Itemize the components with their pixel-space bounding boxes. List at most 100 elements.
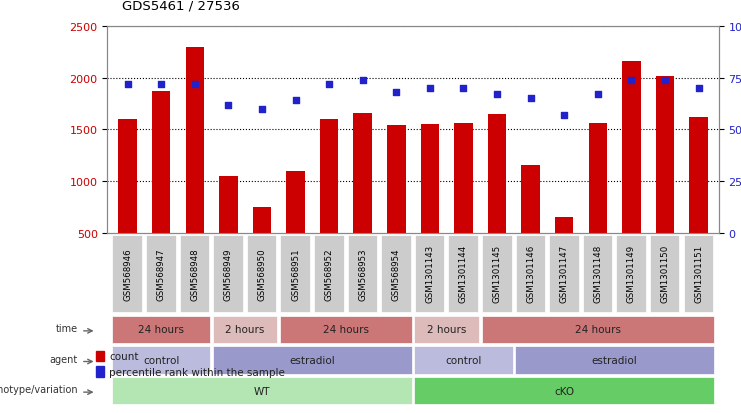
Bar (555, 218, 574, 233)
FancyBboxPatch shape (448, 235, 478, 312)
Text: GSM1301143: GSM1301143 (425, 244, 434, 303)
Point (424, 85, 436, 92)
Bar (488, 114, 506, 233)
FancyBboxPatch shape (515, 347, 714, 374)
Text: GSM568949: GSM568949 (224, 247, 233, 300)
Bar (286, 171, 305, 233)
Bar (454, 124, 473, 233)
Bar (421, 125, 439, 233)
FancyBboxPatch shape (482, 235, 511, 312)
FancyBboxPatch shape (381, 235, 411, 312)
Text: GSM568947: GSM568947 (156, 247, 166, 300)
FancyBboxPatch shape (482, 316, 714, 343)
FancyBboxPatch shape (549, 235, 579, 312)
FancyBboxPatch shape (213, 316, 277, 343)
Text: estradiol: estradiol (290, 355, 335, 365)
Point (391, 90, 402, 96)
Bar (522, 165, 540, 233)
Point (558, 112, 570, 119)
Text: GSM568954: GSM568954 (392, 247, 401, 300)
FancyBboxPatch shape (146, 235, 176, 312)
Text: percentile rank within the sample: percentile rank within the sample (109, 367, 285, 377)
Text: GSM1301146: GSM1301146 (526, 244, 535, 303)
FancyBboxPatch shape (112, 347, 210, 374)
Text: GSM1301149: GSM1301149 (627, 244, 636, 303)
Text: GSM568946: GSM568946 (123, 247, 132, 300)
Point (693, 85, 705, 92)
FancyBboxPatch shape (280, 316, 412, 343)
Text: WT: WT (253, 386, 270, 396)
Bar (387, 126, 405, 233)
Bar (96, 366, 104, 377)
Bar (353, 114, 372, 233)
Bar (96, 351, 104, 361)
Text: 24 hours: 24 hours (138, 325, 185, 335)
Text: 24 hours: 24 hours (575, 325, 621, 335)
Point (357, 77, 369, 84)
Text: GSM1301145: GSM1301145 (493, 244, 502, 303)
Point (659, 77, 671, 84)
FancyBboxPatch shape (414, 316, 479, 343)
Text: GSM568948: GSM568948 (190, 247, 199, 300)
Point (156, 81, 167, 88)
FancyBboxPatch shape (113, 235, 142, 312)
Text: control: control (143, 355, 179, 365)
Bar (320, 120, 339, 233)
Point (122, 81, 133, 88)
Bar (689, 118, 708, 233)
Bar (253, 207, 271, 233)
Text: count: count (109, 351, 139, 361)
Text: cKO: cKO (554, 386, 574, 396)
Point (525, 96, 536, 102)
Text: agent: agent (50, 354, 78, 363)
FancyBboxPatch shape (582, 235, 612, 312)
Bar (119, 120, 137, 233)
FancyBboxPatch shape (213, 235, 243, 312)
FancyBboxPatch shape (280, 235, 310, 312)
FancyBboxPatch shape (112, 316, 210, 343)
Text: GSM568952: GSM568952 (325, 247, 333, 300)
Bar (185, 47, 204, 233)
FancyBboxPatch shape (314, 235, 344, 312)
Text: GSM1301144: GSM1301144 (459, 244, 468, 303)
FancyBboxPatch shape (414, 377, 714, 404)
FancyBboxPatch shape (112, 377, 412, 404)
Text: 24 hours: 24 hours (323, 325, 369, 335)
Bar (622, 62, 641, 233)
Point (592, 92, 604, 98)
Text: GSM568951: GSM568951 (291, 247, 300, 300)
Point (323, 81, 335, 88)
Text: GSM1301147: GSM1301147 (559, 244, 569, 303)
FancyBboxPatch shape (213, 347, 412, 374)
FancyBboxPatch shape (179, 235, 209, 312)
Text: estradiol: estradiol (592, 355, 637, 365)
FancyBboxPatch shape (683, 235, 713, 312)
FancyBboxPatch shape (415, 235, 445, 312)
FancyBboxPatch shape (617, 235, 646, 312)
Text: time: time (56, 323, 78, 333)
Point (491, 92, 503, 98)
Text: GSM1301151: GSM1301151 (694, 244, 703, 303)
Text: genotype/variation: genotype/variation (0, 384, 78, 394)
Text: GSM1301148: GSM1301148 (594, 244, 602, 303)
Bar (219, 177, 238, 233)
FancyBboxPatch shape (348, 235, 377, 312)
Point (290, 98, 302, 104)
Text: control: control (445, 355, 482, 365)
Text: 2 hours: 2 hours (225, 325, 265, 335)
Text: GDS5461 / 27536: GDS5461 / 27536 (122, 0, 240, 12)
FancyBboxPatch shape (650, 235, 679, 312)
Point (256, 106, 268, 113)
Bar (588, 124, 607, 233)
FancyBboxPatch shape (516, 235, 545, 312)
Text: GSM568950: GSM568950 (257, 247, 267, 300)
Text: 2 hours: 2 hours (427, 325, 466, 335)
Text: GSM568953: GSM568953 (358, 247, 368, 300)
Point (457, 85, 469, 92)
Point (625, 77, 637, 84)
Point (222, 102, 234, 109)
Bar (656, 76, 674, 233)
Point (189, 81, 201, 88)
FancyBboxPatch shape (414, 347, 513, 374)
FancyBboxPatch shape (247, 235, 276, 312)
